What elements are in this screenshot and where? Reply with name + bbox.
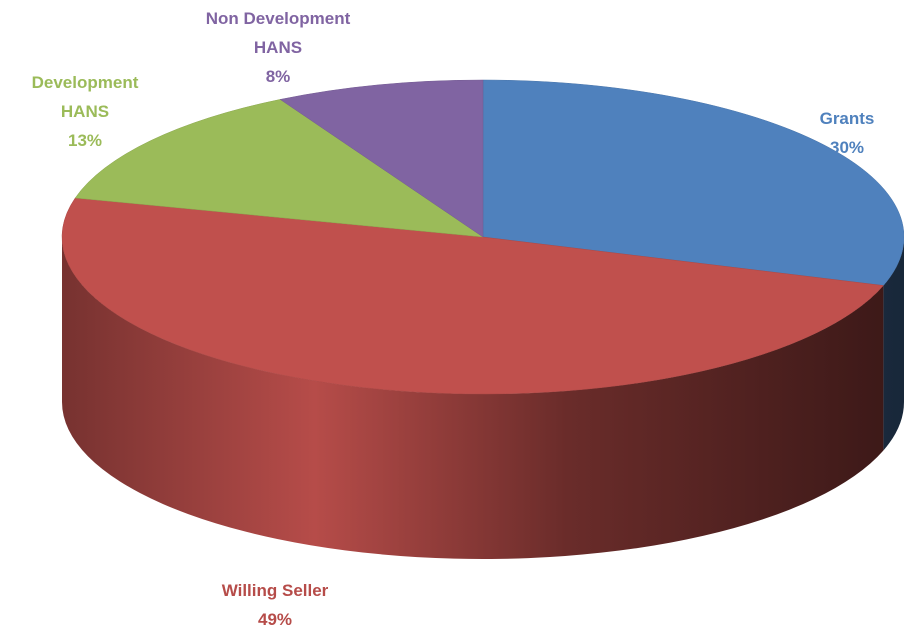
category-name: Willing Seller: [221, 581, 329, 600]
slice: [74, 99, 484, 238]
slice: [482, 79, 904, 286]
value-label: 30%: [829, 138, 865, 157]
category-name: Grants: [819, 109, 875, 128]
category-name: Development HANS: [31, 73, 139, 121]
category-name: Non Development HANS: [205, 9, 351, 57]
value-label: 49%: [257, 610, 293, 629]
slice-label: Non Development HANS 8%: [198, 4, 358, 91]
value-label: 13%: [67, 131, 103, 150]
slice-label: Development HANS 13%: [25, 68, 145, 155]
slice: [61, 197, 884, 395]
slice-label: Willing Seller 49%: [175, 576, 375, 634]
slice-label: Grants 30%: [787, 104, 904, 162]
slice-side: [883, 237, 904, 451]
slice-side: [62, 237, 884, 560]
value-label: 8%: [265, 67, 291, 86]
slice: [279, 79, 484, 238]
